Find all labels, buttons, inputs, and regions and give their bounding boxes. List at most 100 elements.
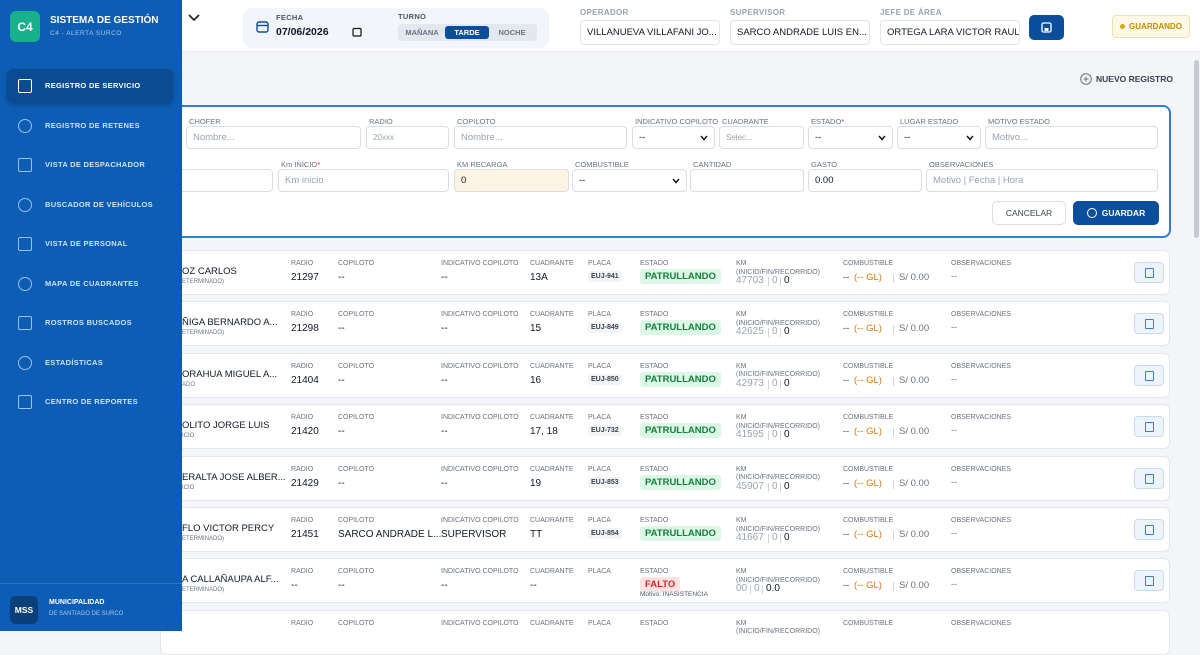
driver-sub: ETERMINADO) <box>182 587 224 594</box>
edit-button[interactable] <box>1134 313 1164 335</box>
record-radio: 21298 <box>291 323 319 335</box>
nav-item[interactable]: VISTA DE PERSONAL <box>7 227 173 261</box>
fuel-type: -- <box>843 272 850 283</box>
nav-item[interactable]: MAPA DE CUADRANTES <box>7 267 173 301</box>
input-field[interactable]: Nombre... <box>454 126 627 149</box>
collapse-icon[interactable] <box>188 13 200 23</box>
edit-icon <box>1145 525 1154 535</box>
cancel-button[interactable]: CANCELAR <box>992 201 1066 225</box>
record-indicativo: -- <box>441 323 448 335</box>
record-label: INDICATIVO COPILOTO <box>441 414 519 422</box>
edit-button[interactable] <box>1134 467 1164 489</box>
input-field[interactable]: Km inicio <box>278 169 449 192</box>
input-field[interactable]: Selec... <box>719 126 804 149</box>
plate-chip: EUJ-849 <box>588 322 622 334</box>
record-label: KM (INICIO/FIN/RECORRIDO) <box>736 465 820 482</box>
nav-label: BUSCADOR DE VEHÍCULOS <box>45 199 153 209</box>
input-field[interactable]: Motivo | Fecha | Hora <box>926 169 1158 192</box>
save-button[interactable]: GUARDAR <box>1073 201 1159 225</box>
field-label-text: COMBUSTIBLE <box>575 160 629 169</box>
edit-button[interactable] <box>1134 416 1164 438</box>
org-name: MUNICIPALIDAD <box>49 599 105 606</box>
turn-option[interactable]: MAÑANA <box>405 28 439 37</box>
new-record-button[interactable]: NUEVO REGISTRO <box>1080 73 1173 85</box>
edit-icon <box>1145 576 1154 587</box>
separator <box>780 328 781 338</box>
record-cuadrante: 19 <box>530 477 542 489</box>
date-picker-icon[interactable] <box>352 27 362 37</box>
record-label: COPILOTO <box>338 465 375 473</box>
field-label-text: CHOFER <box>189 117 221 126</box>
select-field[interactable]: -- <box>808 126 893 149</box>
turn-option[interactable]: TARDE <box>445 26 489 39</box>
status-chip: PATRULLANDO <box>640 423 721 439</box>
km-value: 0 <box>754 583 760 595</box>
separator <box>893 376 894 386</box>
status-chip: PATRULLANDO <box>640 269 721 284</box>
record-indicativo: SUPERVISOR <box>441 529 507 540</box>
record-label: PLACA <box>588 568 611 576</box>
nav-icon <box>18 158 32 172</box>
status-chip: PATRULLANDO <box>640 371 721 387</box>
input-field[interactable]: Nombre... <box>186 126 361 149</box>
nav-item[interactable]: VISTA DE DESPACHADOR <box>7 148 173 182</box>
nav-item[interactable]: ROSTROS BUSCADOS <box>7 306 173 340</box>
nav-icon <box>18 395 32 409</box>
edit-button[interactable] <box>1134 262 1164 283</box>
nav-label: REGISTRO DE RETENES <box>45 120 140 130</box>
field-label-text: OBSERVACIONES <box>929 160 994 169</box>
date-input[interactable]: 07/06/2026 <box>276 26 329 38</box>
turn-switch: MAÑANA TARDE NOCHE <box>398 24 537 41</box>
input-field[interactable] <box>690 169 804 192</box>
select-field[interactable]: -- <box>632 126 715 149</box>
select-field[interactable]: -- <box>897 126 981 149</box>
input-field[interactable]: 20xxx <box>366 126 449 149</box>
record-label: ESTADO <box>640 414 669 422</box>
operator-label: OPERADOR <box>580 8 629 17</box>
record-label: CUADRANTE <box>530 619 574 627</box>
nav-item[interactable]: REGISTRO DE SERVICIO <box>7 69 173 103</box>
record-label: ESTADO <box>640 568 669 576</box>
record-label: PLACA <box>588 619 611 627</box>
km-value: 42973 <box>736 377 764 389</box>
field-label: COMBUSTIBLE <box>575 160 629 169</box>
nav-item[interactable]: CENTRO DE REPORTES <box>7 385 173 419</box>
status-chip: FALTO <box>640 577 681 593</box>
record-label: ESTADO <box>640 362 669 370</box>
operator-field[interactable]: VILLANUEVA VILLAFANI JO... <box>580 20 720 45</box>
save-top-button[interactable] <box>1029 15 1064 40</box>
field-value: 0.00 <box>815 175 834 186</box>
input-field[interactable]: Motivo... <box>985 126 1158 149</box>
required-mark: * <box>841 117 845 126</box>
edit-button[interactable] <box>1134 570 1164 592</box>
nav-item[interactable]: REGISTRO DE RETENES <box>7 109 173 143</box>
supervisor-field[interactable]: SARCO ANDRADE LUIS EN... <box>730 20 870 45</box>
status-chip: PATRULLANDO <box>640 320 721 336</box>
record-copiloto: -- <box>338 426 345 438</box>
fuel-cost: S/ 0.00 <box>899 529 930 540</box>
field-value: -- <box>904 132 911 143</box>
edit-button[interactable] <box>1134 519 1164 540</box>
turn-option[interactable]: NOCHE <box>498 28 526 37</box>
input-field[interactable]: 0 <box>454 169 569 192</box>
record-radio: 21297 <box>291 272 319 283</box>
edit-icon <box>1145 473 1154 484</box>
select-field[interactable]: -- <box>572 169 687 192</box>
sidebar: C4 SISTEMA DE GESTIÓN C4 - ALERTA SURCO … <box>0 0 182 631</box>
nav-item[interactable]: ESTADÍSTICAS <box>7 346 173 380</box>
field-label: GASTO <box>811 160 837 169</box>
record-label: KM (INICIO/FIN/RECORRIDO) <box>736 260 820 276</box>
record-notes: -- <box>951 425 957 436</box>
chief-field[interactable]: ORTEGA LARA VICTOR RAUL <box>880 20 1020 45</box>
nav-item[interactable]: BUSCADOR DE VEHÍCULOS <box>7 188 173 222</box>
record-cuadrante: 15 <box>530 323 542 335</box>
record-label: COPILOTO <box>338 260 375 267</box>
record-radio: 21451 <box>291 529 319 540</box>
km-value: 00 <box>736 583 748 595</box>
record-label: CUADRANTE <box>530 311 574 319</box>
edit-button[interactable] <box>1134 364 1164 386</box>
separator <box>893 582 894 592</box>
input-field[interactable]: 0.00 <box>808 169 922 192</box>
field-label: RADIO <box>369 117 393 126</box>
record-label: INDICATIVO COPILOTO <box>441 619 519 627</box>
